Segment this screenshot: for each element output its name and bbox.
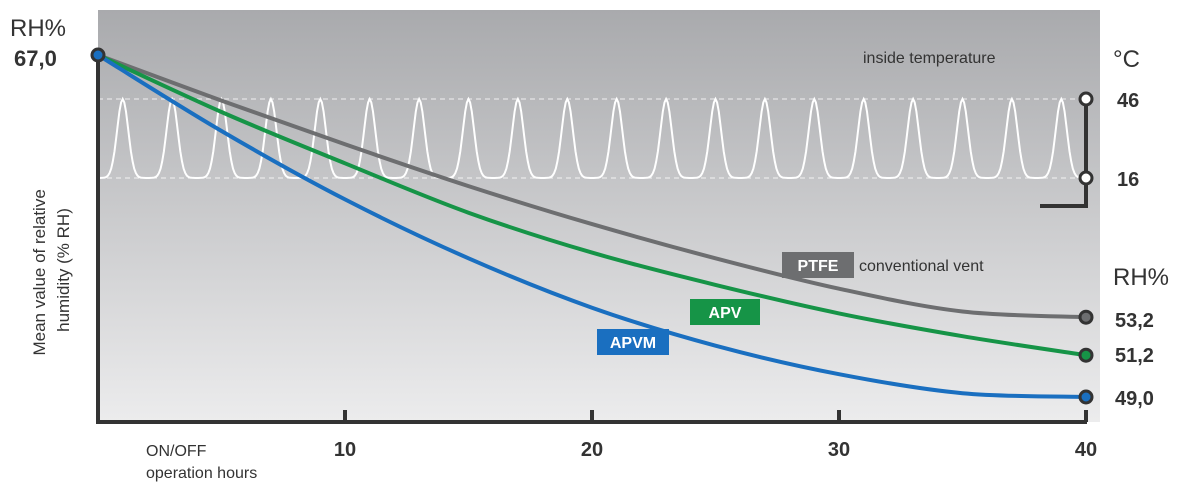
temperature-wave [98,96,1086,179]
x-ticks: 10 20 30 40 [334,410,1097,461]
y-axis-title-line-2: humidity (% RH) [54,208,73,332]
apvm-tag-bg [597,329,669,355]
temp-unit: °C [1113,46,1140,73]
x-tick-label-40: 40 [1075,439,1097,461]
y-axis-title: Mean value of relative humidity (% RH) [30,184,73,355]
series-line-apvm [96,53,1087,399]
x-tick-label-30: 30 [828,439,850,461]
end-marker-apvm [1078,389,1094,405]
end-value-apv: 51,2 [1115,345,1154,367]
end-marker-ptfe [1078,309,1094,325]
ptfe-tag-bg [782,252,854,278]
end-value-apvm: 49,0 [1115,388,1154,410]
apv-tag-label: APV [709,305,742,322]
ptfe-tag-label: PTFE [798,258,839,275]
start-value-label: 67,0 [14,46,57,71]
series-layer [96,53,1087,399]
x-axis-title-line-1: ON/OFF [146,443,207,460]
apv-tag-bg [690,299,760,325]
y-axis-title-line-1: Mean value of relative [30,189,49,355]
x-axis-title-line-2: operation hours [146,465,257,482]
ptfe-tag-suffix: conventional vent [859,258,984,275]
right-axis-unit: RH% [1113,264,1169,291]
left-axis-unit: RH% [10,15,66,42]
start-marker [90,47,106,63]
series-line-ptfe [97,53,1087,320]
x-tick-label-10: 10 [334,439,356,461]
apvm-tag-label: APVM [610,335,656,352]
x-tick-label-20: 20 [581,439,603,461]
temperature-label: inside temperature [863,50,996,67]
temp-min-label: 16 [1117,169,1139,191]
temp-min-marker [1078,170,1094,186]
plot-background [98,10,1100,422]
end-markers [1078,309,1094,405]
end-marker-apv [1078,347,1094,363]
temp-max-marker [1078,91,1094,107]
end-value-ptfe: 53,2 [1115,310,1154,332]
temp-max-label: 46 [1117,90,1139,112]
series-line-apv [97,53,1087,358]
